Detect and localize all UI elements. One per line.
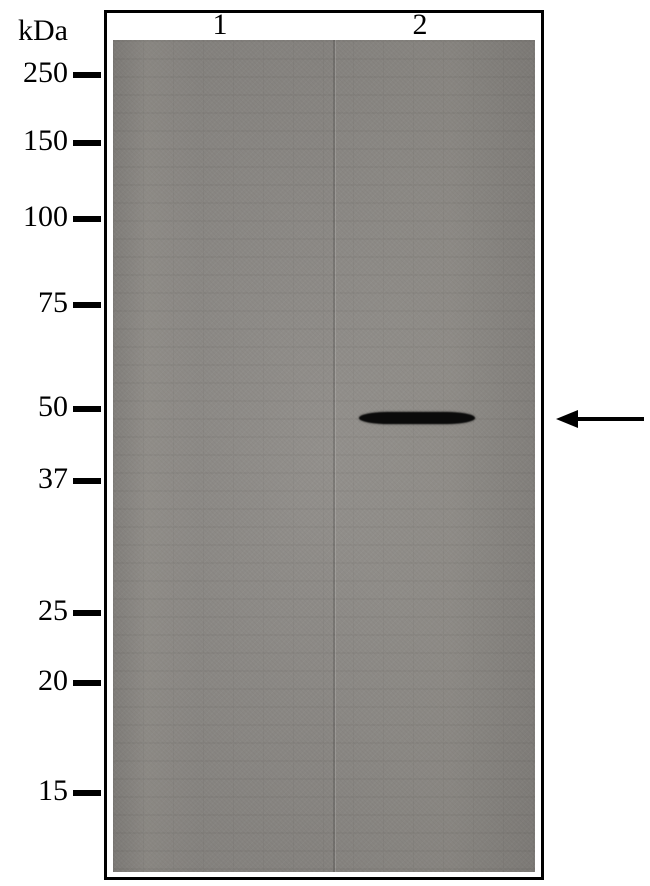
- tick-mark-50: [73, 406, 101, 412]
- tick-label-15: 15: [0, 774, 68, 808]
- tick-mark-150: [73, 140, 101, 146]
- tick-label-20: 20: [0, 664, 68, 698]
- tick-label-25: 25: [0, 594, 68, 628]
- tick-mark-25: [73, 610, 101, 616]
- lane-label-1: 1: [200, 8, 240, 42]
- lane-label-2: 2: [400, 8, 440, 42]
- western-blot-figure: kDa 250 150 100 75 50 37 25 20 15 1 2: [0, 0, 650, 886]
- lane-divider: [333, 40, 335, 872]
- tick-mark-15: [73, 790, 101, 796]
- tick-mark-100: [73, 216, 101, 222]
- band-lane2-48kda: [359, 412, 475, 424]
- tick-label-100: 100: [0, 200, 68, 234]
- tick-mark-250: [73, 72, 101, 78]
- membrane-vignette: [113, 40, 535, 872]
- blot-membrane: [113, 40, 535, 872]
- tick-label-150: 150: [0, 124, 68, 158]
- tick-label-50: 50: [0, 390, 68, 424]
- axis-unit-label: kDa: [8, 14, 68, 48]
- tick-mark-20: [73, 680, 101, 686]
- tick-mark-75: [73, 302, 101, 308]
- tick-label-37: 37: [0, 462, 68, 496]
- tick-mark-37: [73, 478, 101, 484]
- arrow-indicator: [556, 405, 646, 433]
- tick-label-250: 250: [0, 56, 68, 90]
- tick-label-75: 75: [0, 286, 68, 320]
